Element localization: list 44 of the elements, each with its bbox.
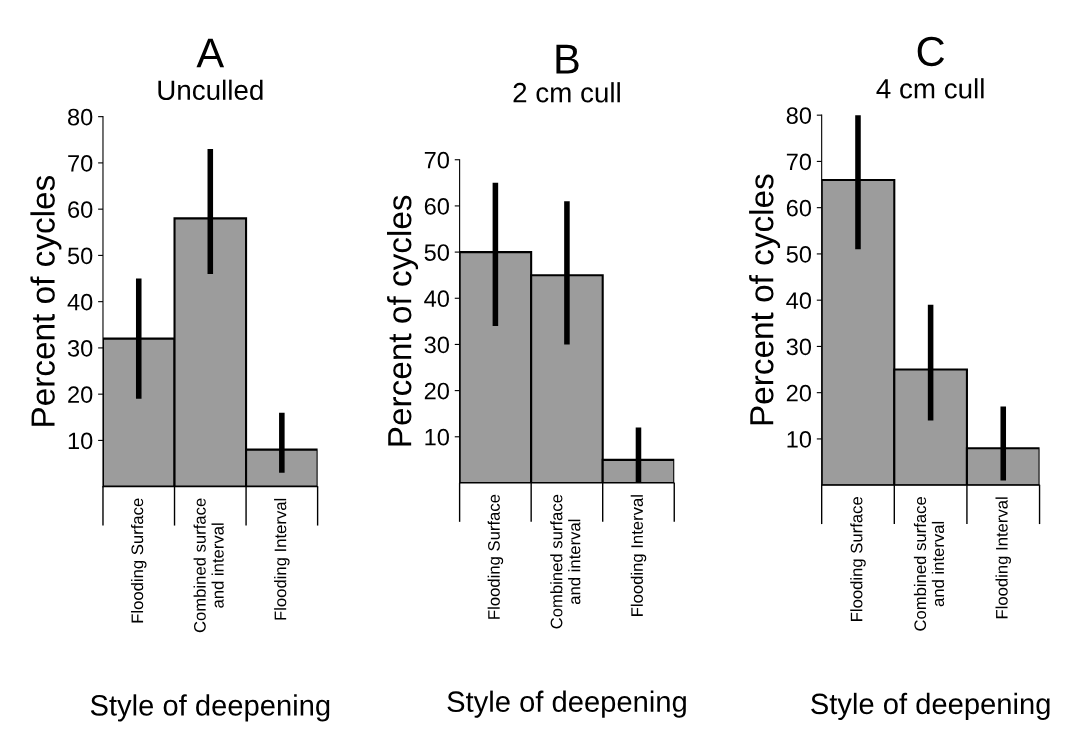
y-tick-label: 60 — [424, 197, 449, 215]
y-tick-label: 30 — [424, 336, 449, 354]
y-tick-label: 70 — [68, 154, 93, 172]
y-tick-label: 10 — [68, 432, 93, 450]
y-tick-label: 50 — [67, 247, 93, 265]
chart-title: B — [556, 44, 579, 74]
y-tick-label: 40 — [786, 292, 812, 309]
x-tick-label: Flooding Surface — [487, 494, 504, 619]
chart-title: A — [196, 38, 225, 68]
x-axis-title: Style of deepening — [811, 692, 1050, 721]
y-tick-label: 40 — [424, 290, 449, 308]
y-tick-label: 20 — [68, 386, 93, 403]
y-axis-title: Percent of cycles — [749, 174, 781, 425]
y-tick-label: 50 — [424, 244, 449, 261]
x-tick-label: Flooding Interval — [630, 495, 647, 616]
y-tick-label: 20 — [424, 382, 449, 400]
y-tick-label: 10 — [787, 431, 812, 448]
y-tick-label: 60 — [786, 199, 812, 217]
chart-title: C — [917, 36, 945, 67]
y-axis-title: Percent of cycles — [30, 175, 62, 426]
y-tick-label: 40 — [67, 293, 93, 311]
x-tick-label: Flooding Surface — [130, 498, 147, 623]
x-tick-label: Combined surface and interval — [193, 498, 224, 633]
x-axis-title: Style of deepening — [447, 690, 686, 718]
chart-subtitle: 4 cm cull — [876, 78, 984, 99]
y-tick-label: 30 — [67, 339, 93, 357]
x-tick-label: Flooding Interval — [274, 498, 290, 620]
y-tick-label: 80 — [786, 107, 812, 124]
y-tick-label: 10 — [425, 428, 449, 446]
y-axis-title: Percent of cycles — [387, 195, 419, 446]
y-tick-label: 20 — [786, 384, 812, 402]
y-tick-label: 50 — [786, 245, 812, 263]
x-tick-label: Combined surface and interval — [913, 497, 945, 631]
y-tick-label: 30 — [786, 338, 812, 356]
y-tick-label: 60 — [68, 201, 93, 218]
y-tick-label: 80 — [68, 108, 93, 126]
chart-subtitle: Unculled — [158, 79, 263, 101]
y-tick-label: 70 — [424, 151, 449, 169]
x-tick-label: Flooding Surface — [850, 497, 866, 621]
x-axis-title: Style of deepening — [90, 694, 330, 722]
y-tick-label: 70 — [786, 153, 812, 171]
x-tick-label: Combined surface and interval — [550, 494, 581, 629]
chart-subtitle: 2 cm cull — [513, 82, 620, 103]
x-tick-label: Flooding Interval — [995, 497, 1012, 619]
